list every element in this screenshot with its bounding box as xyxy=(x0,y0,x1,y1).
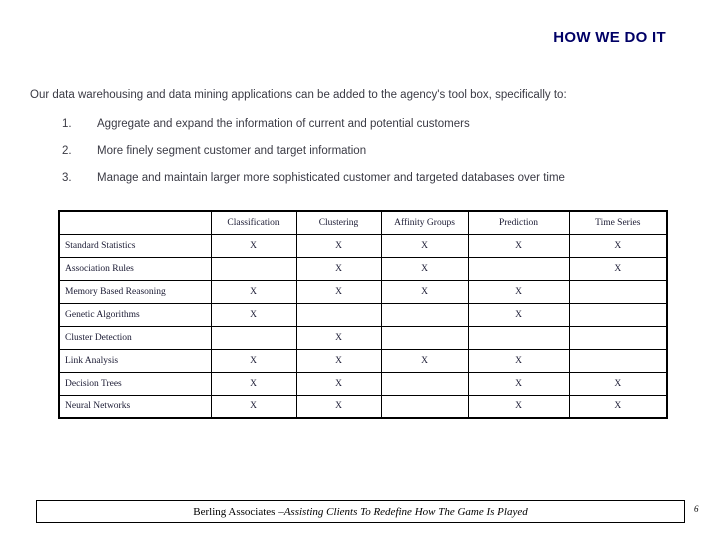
matrix-cell: X xyxy=(295,394,382,419)
list-item-number: 2. xyxy=(62,145,72,157)
matrix-cell xyxy=(380,302,469,327)
matrix-cell: X xyxy=(467,302,570,327)
table-row: Link Analysis X X X X xyxy=(58,348,668,373)
matrix-cell: X xyxy=(467,394,570,419)
row-label: Decision Trees xyxy=(58,371,212,396)
matrix-cell xyxy=(295,302,382,327)
header-cell: Affinity Groups xyxy=(380,210,469,235)
row-label: Link Analysis xyxy=(58,348,212,373)
matrix-cell: X xyxy=(295,325,382,350)
matrix-cell: X xyxy=(210,394,297,419)
matrix-cell: X xyxy=(380,279,469,304)
table-row: Genetic Algorithms X X xyxy=(58,302,668,327)
matrix-cell: X xyxy=(210,371,297,396)
matrix-cell: X xyxy=(467,279,570,304)
matrix-cell: X xyxy=(295,348,382,373)
matrix-cell: X xyxy=(568,394,668,419)
list-item-text: Aggregate and expand the information of … xyxy=(97,118,470,130)
page-number: 6 xyxy=(694,504,699,514)
row-label: Neural Networks xyxy=(58,394,212,419)
matrix-cell: X xyxy=(295,256,382,281)
intro-paragraph: Our data warehousing and data mining app… xyxy=(30,89,567,101)
matrix-cell xyxy=(568,302,668,327)
list-item-number: 3. xyxy=(62,172,72,184)
header-cell xyxy=(58,210,212,235)
row-label: Cluster Detection xyxy=(58,325,212,350)
matrix-cell xyxy=(568,325,668,350)
matrix-cell xyxy=(380,325,469,350)
table-row: Association Rules X X X xyxy=(58,256,668,281)
row-label: Memory Based Reasoning xyxy=(58,279,212,304)
table-header-row: Classification Clustering Affinity Group… xyxy=(58,210,668,235)
matrix-cell: X xyxy=(295,371,382,396)
table-row: Memory Based Reasoning X X X X xyxy=(58,279,668,304)
list-item-number: 1. xyxy=(62,118,72,130)
table-row: Standard Statistics X X X X X xyxy=(58,233,668,258)
matrix-cell: X xyxy=(210,348,297,373)
header-cell: Time Series xyxy=(568,210,668,235)
matrix-cell: X xyxy=(467,371,570,396)
matrix-cell: X xyxy=(568,233,668,258)
matrix-cell xyxy=(568,348,668,373)
matrix-cell xyxy=(467,256,570,281)
table-row: Cluster Detection X xyxy=(58,325,668,350)
page-title: HOW WE DO IT xyxy=(553,29,666,46)
matrix-cell: X xyxy=(210,302,297,327)
header-cell: Prediction xyxy=(467,210,570,235)
matrix-cell xyxy=(380,371,469,396)
header-cell: Classification xyxy=(210,210,297,235)
header-cell: Clustering xyxy=(295,210,382,235)
matrix-cell xyxy=(568,279,668,304)
matrix-cell: X xyxy=(295,233,382,258)
matrix-cell: X xyxy=(210,279,297,304)
matrix-cell: X xyxy=(210,233,297,258)
row-label: Standard Statistics xyxy=(58,233,212,258)
matrix-cell xyxy=(210,256,297,281)
matrix-cell: X xyxy=(380,256,469,281)
footer-company: Berling Associates – xyxy=(193,505,284,518)
matrix-cell: X xyxy=(380,348,469,373)
row-label: Association Rules xyxy=(58,256,212,281)
matrix-cell: X xyxy=(467,348,570,373)
matrix-cell xyxy=(467,325,570,350)
matrix-cell: X xyxy=(568,371,668,396)
footer-banner: Berling Associates – Assisting Clients T… xyxy=(36,500,685,523)
footer-tagline: Assisting Clients To Redefine How The Ga… xyxy=(283,505,528,518)
matrix-cell: X xyxy=(568,256,668,281)
table-row: Neural Networks X X X X xyxy=(58,394,668,419)
matrix-cell: X xyxy=(467,233,570,258)
matrix-cell xyxy=(210,325,297,350)
matrix-cell xyxy=(380,394,469,419)
matrix-cell: X xyxy=(380,233,469,258)
row-label: Genetic Algorithms xyxy=(58,302,212,327)
techniques-matrix-table: Classification Clustering Affinity Group… xyxy=(58,210,668,419)
table-row: Decision Trees X X X X xyxy=(58,371,668,396)
list-item-text: Manage and maintain larger more sophisti… xyxy=(97,172,565,184)
list-item-text: More finely segment customer and target … xyxy=(97,145,367,157)
matrix-cell: X xyxy=(295,279,382,304)
